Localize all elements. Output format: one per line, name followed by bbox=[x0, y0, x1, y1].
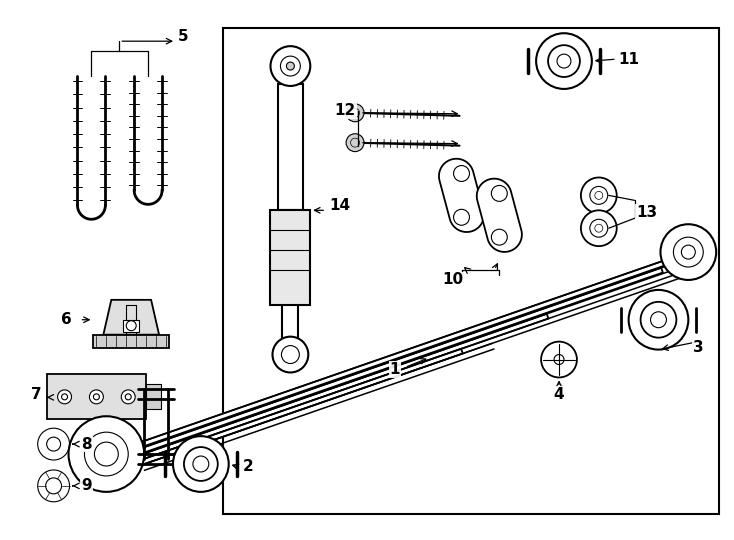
Polygon shape bbox=[439, 159, 484, 232]
Polygon shape bbox=[103, 300, 159, 335]
Polygon shape bbox=[139, 314, 548, 460]
Circle shape bbox=[595, 224, 603, 232]
Circle shape bbox=[95, 442, 118, 466]
Circle shape bbox=[281, 346, 299, 363]
Polygon shape bbox=[477, 179, 522, 252]
Circle shape bbox=[46, 478, 62, 494]
Circle shape bbox=[628, 290, 688, 349]
Circle shape bbox=[280, 56, 300, 76]
Polygon shape bbox=[146, 384, 161, 409]
Polygon shape bbox=[271, 210, 310, 305]
Text: 1: 1 bbox=[390, 362, 400, 377]
Circle shape bbox=[454, 210, 470, 225]
Circle shape bbox=[548, 45, 580, 77]
Polygon shape bbox=[47, 374, 146, 419]
Circle shape bbox=[557, 54, 571, 68]
Circle shape bbox=[272, 336, 308, 373]
Polygon shape bbox=[123, 320, 139, 332]
Circle shape bbox=[581, 210, 617, 246]
Polygon shape bbox=[106, 252, 690, 459]
Circle shape bbox=[595, 191, 603, 199]
Circle shape bbox=[57, 390, 71, 404]
Circle shape bbox=[554, 355, 564, 365]
Polygon shape bbox=[93, 335, 169, 348]
Polygon shape bbox=[278, 84, 303, 210]
Text: 9: 9 bbox=[81, 478, 92, 494]
Circle shape bbox=[193, 456, 208, 472]
Text: 4: 4 bbox=[553, 387, 564, 402]
Polygon shape bbox=[141, 349, 462, 464]
Text: 7: 7 bbox=[32, 387, 42, 402]
Text: 3: 3 bbox=[693, 340, 704, 355]
Bar bbox=[222, 28, 719, 514]
Circle shape bbox=[126, 321, 137, 330]
Text: 6: 6 bbox=[61, 312, 72, 327]
Circle shape bbox=[590, 186, 608, 204]
Circle shape bbox=[673, 237, 703, 267]
Circle shape bbox=[47, 437, 61, 451]
Circle shape bbox=[346, 104, 364, 122]
Text: 14: 14 bbox=[330, 198, 351, 213]
Circle shape bbox=[581, 178, 617, 213]
Polygon shape bbox=[137, 268, 663, 454]
Circle shape bbox=[641, 302, 677, 338]
Text: 8: 8 bbox=[81, 437, 92, 451]
Circle shape bbox=[90, 390, 103, 404]
Circle shape bbox=[37, 470, 70, 502]
Circle shape bbox=[84, 432, 128, 476]
Circle shape bbox=[661, 224, 716, 280]
Circle shape bbox=[173, 436, 229, 492]
Circle shape bbox=[491, 229, 507, 245]
Circle shape bbox=[541, 342, 577, 377]
Circle shape bbox=[68, 416, 144, 492]
Circle shape bbox=[346, 134, 364, 152]
Circle shape bbox=[126, 394, 131, 400]
Circle shape bbox=[536, 33, 592, 89]
Circle shape bbox=[121, 390, 135, 404]
Text: 5: 5 bbox=[178, 29, 188, 44]
Circle shape bbox=[62, 394, 68, 400]
Circle shape bbox=[184, 447, 218, 481]
Circle shape bbox=[93, 394, 99, 400]
Circle shape bbox=[590, 219, 608, 237]
Circle shape bbox=[351, 109, 360, 117]
Text: 2: 2 bbox=[243, 460, 254, 475]
Text: 10: 10 bbox=[442, 273, 463, 287]
Circle shape bbox=[454, 166, 470, 181]
Circle shape bbox=[286, 62, 294, 70]
Text: 13: 13 bbox=[636, 205, 657, 220]
Circle shape bbox=[37, 428, 70, 460]
Circle shape bbox=[650, 312, 666, 328]
Circle shape bbox=[491, 185, 507, 201]
Circle shape bbox=[351, 138, 360, 147]
Text: 11: 11 bbox=[618, 52, 639, 66]
Circle shape bbox=[681, 245, 695, 259]
Text: 12: 12 bbox=[335, 103, 356, 118]
Circle shape bbox=[271, 46, 310, 86]
